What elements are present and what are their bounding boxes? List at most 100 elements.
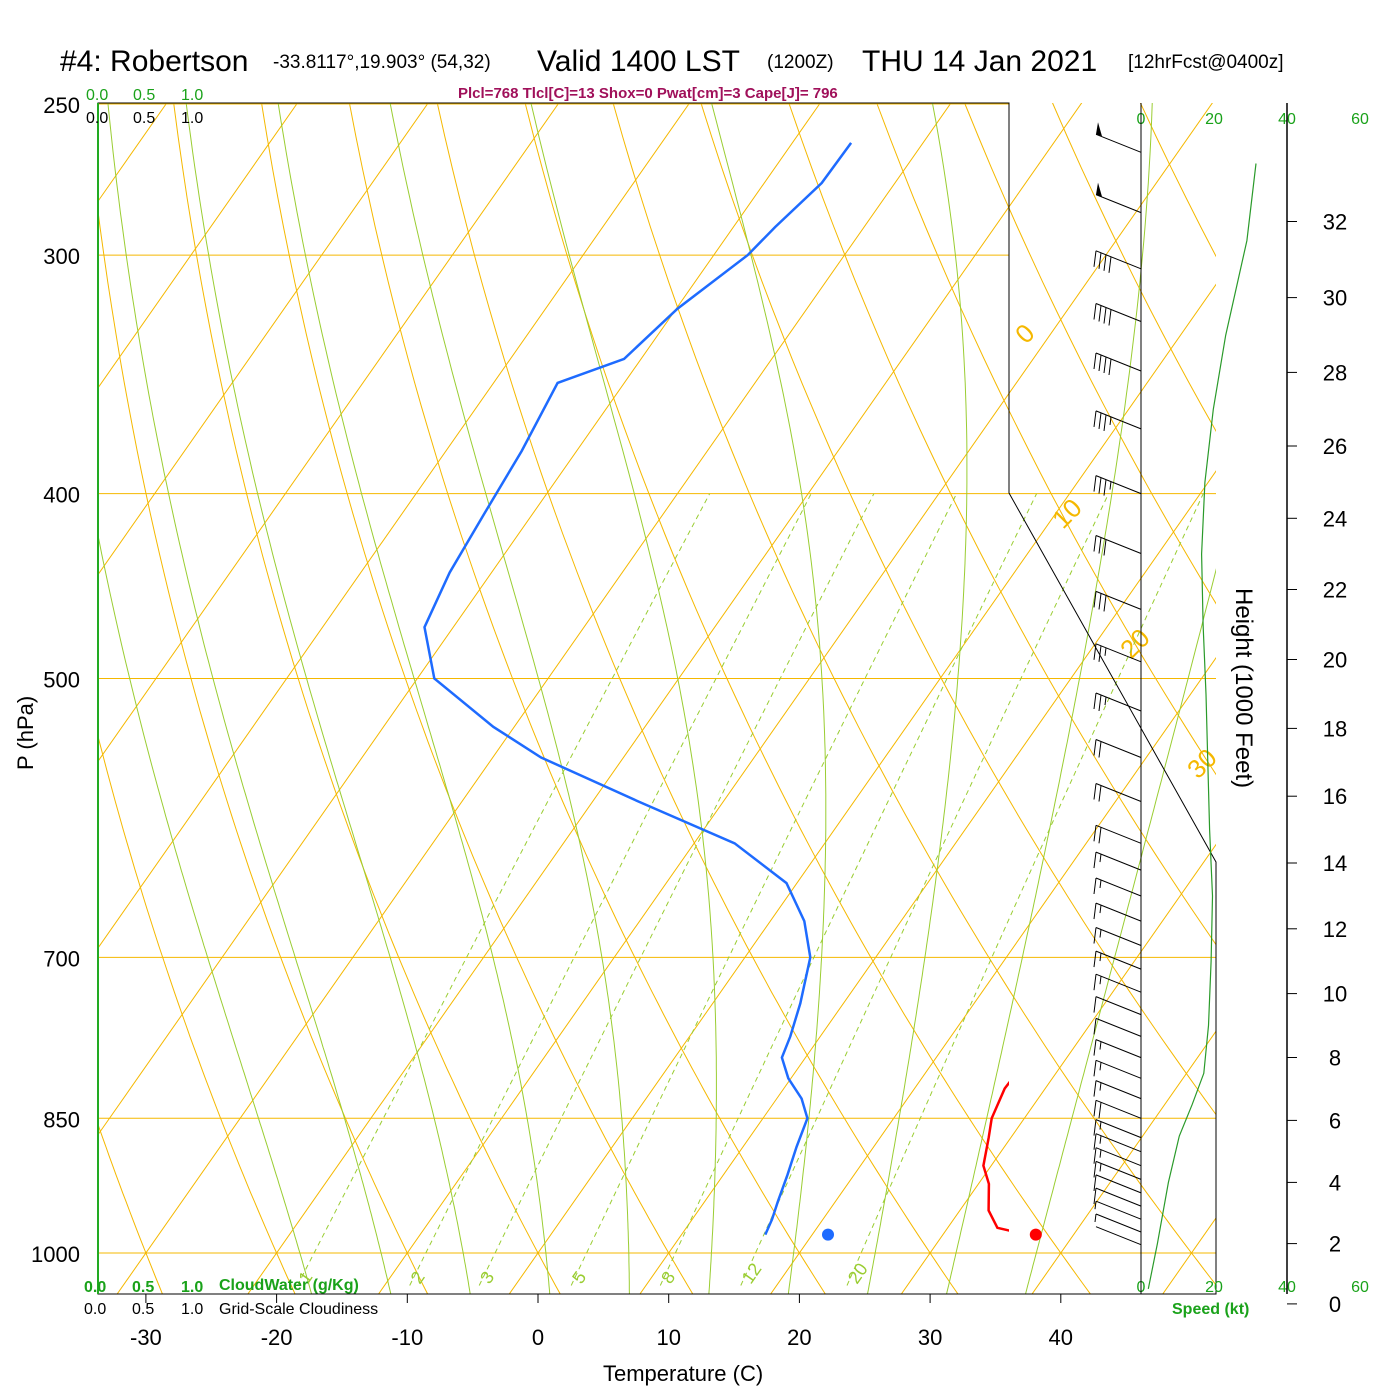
zulu-time: (1200Z) bbox=[767, 52, 834, 73]
mixing-ratio-line bbox=[478, 493, 875, 1286]
isotherm-line bbox=[900, 843, 1216, 1294]
wind-barb-flag bbox=[1098, 593, 1102, 610]
wind-barb-flag bbox=[1093, 996, 1097, 1013]
isotherm-line bbox=[1283, 70, 1400, 1309]
dry-adiabat-line bbox=[0, 70, 36, 1309]
cloudwater-label: CloudWater (g/Kg) bbox=[219, 1277, 359, 1294]
wind-barb bbox=[1093, 783, 1142, 802]
wind-barb bbox=[1093, 590, 1142, 612]
x-tick-label: 10 bbox=[656, 1325, 680, 1350]
height-tick-label: 4 bbox=[1329, 1170, 1341, 1195]
cloud-tick: 0.0 bbox=[84, 1279, 106, 1296]
sounding-lines bbox=[423, 142, 1009, 1236]
isotherm-line bbox=[1162, 1217, 1216, 1294]
height-tick-label: 2 bbox=[1329, 1232, 1341, 1257]
height-tick-label: 22 bbox=[1323, 578, 1347, 603]
wind-barb bbox=[1093, 902, 1142, 922]
wind-barb-flag bbox=[1098, 252, 1102, 269]
wind-barb bbox=[1093, 692, 1142, 712]
mixing-ratio-line bbox=[846, 493, 1204, 1286]
wind-barb bbox=[1093, 996, 1142, 1016]
wind-barb-half bbox=[1109, 416, 1112, 425]
isotherm-line bbox=[377, 103, 1213, 1294]
wind-barb bbox=[1093, 1059, 1142, 1079]
wind-barb bbox=[1093, 1039, 1142, 1059]
wind-barb-flag bbox=[1093, 903, 1097, 920]
mixing-ratio-line bbox=[409, 493, 812, 1286]
wind-barb-staff bbox=[1095, 1017, 1142, 1037]
wind-barb-flag bbox=[1093, 783, 1097, 800]
wind-barb bbox=[1095, 1226, 1142, 1246]
wind-barb bbox=[1093, 1080, 1142, 1100]
dry-adiabat-line bbox=[700, 103, 1216, 1116]
moist-adiabat-line bbox=[185, 103, 471, 1294]
wind-barb bbox=[1093, 303, 1142, 326]
wind-barb-flag bbox=[1093, 739, 1097, 756]
wind-barb-half bbox=[1099, 905, 1102, 914]
wind-barb-half bbox=[1099, 1163, 1102, 1172]
dry-adiabat-line bbox=[348, 103, 826, 1294]
temperature-line bbox=[982, 1080, 1009, 1232]
wind-barb-staff bbox=[1095, 410, 1142, 430]
pressure-ticks: 250 300 400 500 700 850 1000 bbox=[31, 93, 80, 1267]
speed-tick-bottom: 20 bbox=[1205, 1279, 1223, 1296]
dry-adiabats: 0 10 20 30 bbox=[0, 70, 1216, 1309]
wind-barb bbox=[1093, 1174, 1142, 1194]
height-tick-label: 26 bbox=[1323, 434, 1347, 459]
moist-adiabats bbox=[98, 103, 1216, 1294]
dry-adiabat-line bbox=[98, 207, 429, 1294]
wind-barb bbox=[1093, 1147, 1142, 1167]
height-tick-label: 24 bbox=[1323, 506, 1347, 531]
isotherm-line bbox=[98, 103, 429, 576]
wind-barb-flag bbox=[1103, 539, 1107, 556]
height-tick-label: 14 bbox=[1323, 851, 1347, 876]
height-tick-label: 8 bbox=[1329, 1046, 1341, 1071]
wind-barb-flag bbox=[1098, 412, 1102, 429]
wind-barb-staff bbox=[1095, 1213, 1142, 1233]
wind-barb-staff bbox=[1095, 739, 1142, 758]
wind-barbs bbox=[1093, 122, 1142, 1246]
wind-barb-flag bbox=[1093, 1100, 1097, 1117]
wind-barb-half bbox=[1099, 879, 1102, 889]
wind-barb-flag bbox=[1093, 535, 1097, 552]
wind-barb-staff bbox=[1095, 902, 1142, 922]
wind-barb-staff bbox=[1095, 535, 1142, 554]
wind-barb-half bbox=[1099, 929, 1102, 938]
wind-barb-flag bbox=[1098, 1102, 1102, 1119]
speed-tick-top: 20 bbox=[1205, 111, 1223, 128]
wind-barb-flag bbox=[1093, 951, 1097, 968]
speed-axis-label: Speed (kt) bbox=[1172, 1301, 1249, 1318]
wind-barb-staff bbox=[1095, 352, 1142, 372]
wind-barb-half bbox=[1099, 976, 1102, 985]
dry-adiabat-line bbox=[436, 103, 959, 1294]
cloud-tick: 0.5 bbox=[132, 1279, 154, 1296]
x-tick-label: -30 bbox=[130, 1325, 162, 1350]
cloud-tick: 0.5 bbox=[133, 87, 155, 104]
wind-barb bbox=[1093, 851, 1142, 871]
wind-barb-flag bbox=[1098, 785, 1102, 802]
wind-barb bbox=[1093, 1133, 1142, 1153]
isotherm-line bbox=[98, 103, 691, 949]
station-title: #4: Robertson bbox=[60, 45, 248, 78]
wind-barb-flag bbox=[1098, 305, 1102, 322]
wind-barb bbox=[1093, 1017, 1142, 1037]
wind-barb-staff bbox=[1095, 1099, 1142, 1119]
wind-barb-staff bbox=[1095, 590, 1142, 610]
wind-barb-flag bbox=[1093, 410, 1097, 427]
height-tick-label: 0 bbox=[1329, 1292, 1341, 1317]
wind-barb-flag bbox=[1098, 477, 1102, 494]
wind-barb-staff bbox=[1095, 1039, 1142, 1059]
height-tick-label: 6 bbox=[1329, 1108, 1341, 1133]
wind-barb-staff bbox=[1095, 1226, 1142, 1246]
wind-barb-staff bbox=[1095, 475, 1142, 495]
wind-barb-flag bbox=[1093, 1080, 1097, 1097]
wind-barb-half bbox=[1099, 1135, 1102, 1144]
wind-barb bbox=[1093, 475, 1142, 496]
mixing-ratio-line bbox=[570, 493, 958, 1286]
wind-barb-flag bbox=[1093, 352, 1097, 370]
wind-barb-flag bbox=[1093, 643, 1097, 660]
pressure-tick-label: 250 bbox=[43, 93, 80, 118]
wind-barb-flag bbox=[1098, 537, 1102, 554]
isobars bbox=[98, 103, 1216, 1254]
wind-barb-flag bbox=[1093, 250, 1097, 267]
